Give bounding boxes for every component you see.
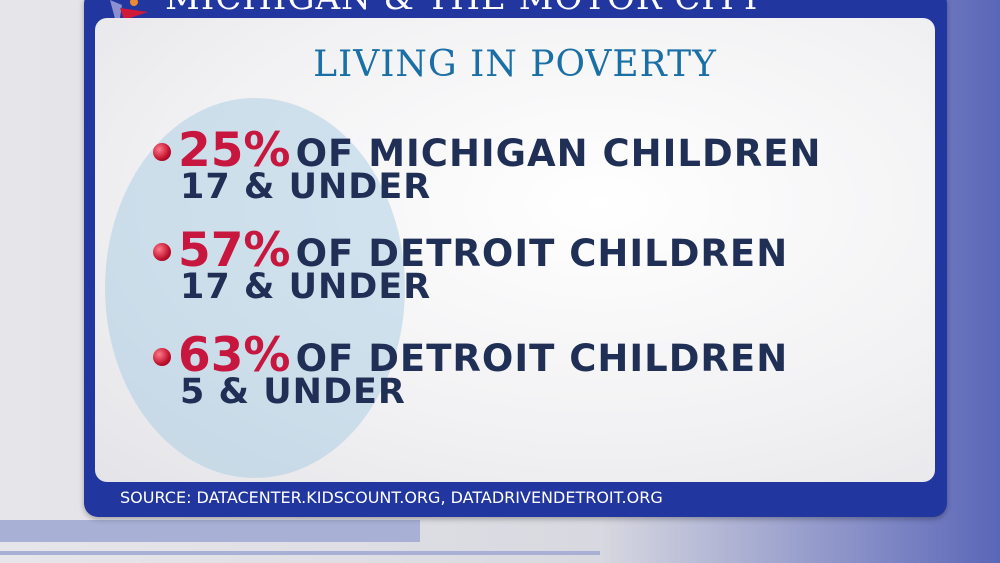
- stat-age: 17 & UNDER: [180, 267, 432, 307]
- bullet-icon: [153, 348, 171, 366]
- bullet-icon: [153, 243, 171, 261]
- stat-text: OF MICHIGAN CHILDREN: [295, 132, 822, 175]
- stat-percent: 57%: [178, 223, 291, 278]
- stat-age: 17 & UNDER: [180, 167, 432, 207]
- stat-text: OF DETROIT CHILDREN: [295, 337, 789, 380]
- background-stripe: [0, 520, 420, 542]
- card-title: LIVING IN POVERTY: [313, 44, 717, 85]
- stat-percent: 63%: [178, 328, 291, 383]
- background-circle: [105, 98, 405, 478]
- source-caption: SOURCE: DATACENTER.KIDSCOUNT.ORG, DATADR…: [120, 488, 663, 507]
- stat-age: 5 & UNDER: [180, 372, 406, 412]
- stat-percent: 25%: [178, 123, 291, 178]
- content-card: LIVING IN POVERTY 25% OF MICHIGAN CHILDR…: [95, 18, 935, 482]
- header-title: MICHIGAN & THE MOTOR CITY: [165, 0, 763, 18]
- stat-text: OF DETROIT CHILDREN: [295, 232, 789, 275]
- background-line: [0, 551, 600, 555]
- bullet-icon: [153, 143, 171, 161]
